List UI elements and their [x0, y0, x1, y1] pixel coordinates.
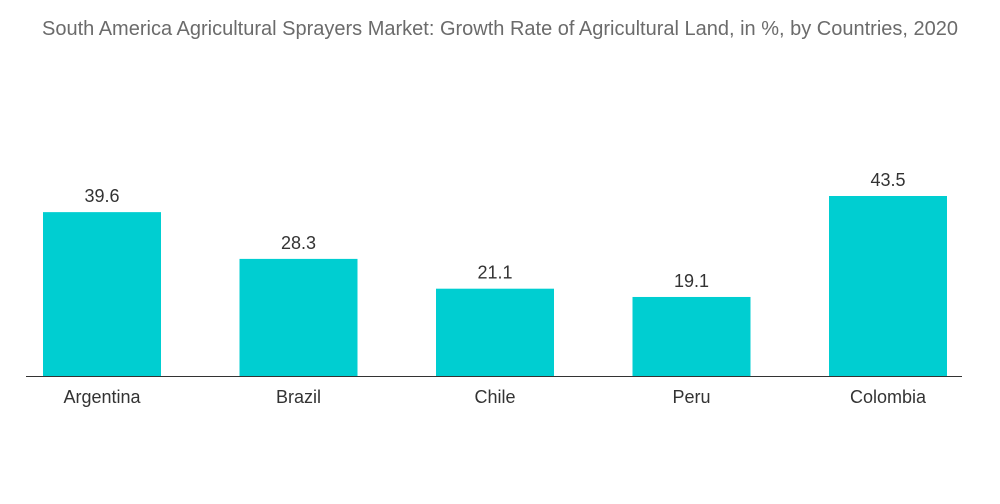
value-label-argentina: 39.6 — [84, 186, 119, 206]
chart-title: South America Agricultural Sprayers Mark… — [42, 18, 958, 40]
x-tick-label-peru: Peru — [672, 387, 710, 407]
x-tick-label-colombia: Colombia — [850, 387, 927, 407]
x-tick-label-chile: Chile — [474, 387, 515, 407]
bar-chile — [436, 288, 554, 376]
value-label-colombia: 43.5 — [870, 170, 905, 190]
bar-brazil — [239, 258, 358, 376]
x-tick-label-argentina: Argentina — [63, 387, 141, 407]
value-label-peru: 19.1 — [674, 271, 709, 291]
value-label-brazil: 28.3 — [281, 233, 316, 253]
x-tick-label-brazil: Brazil — [276, 387, 321, 407]
bar-argentina — [43, 212, 161, 376]
value-label-chile: 21.1 — [477, 263, 512, 283]
bar-peru — [632, 296, 751, 376]
bar-colombia — [829, 196, 947, 376]
